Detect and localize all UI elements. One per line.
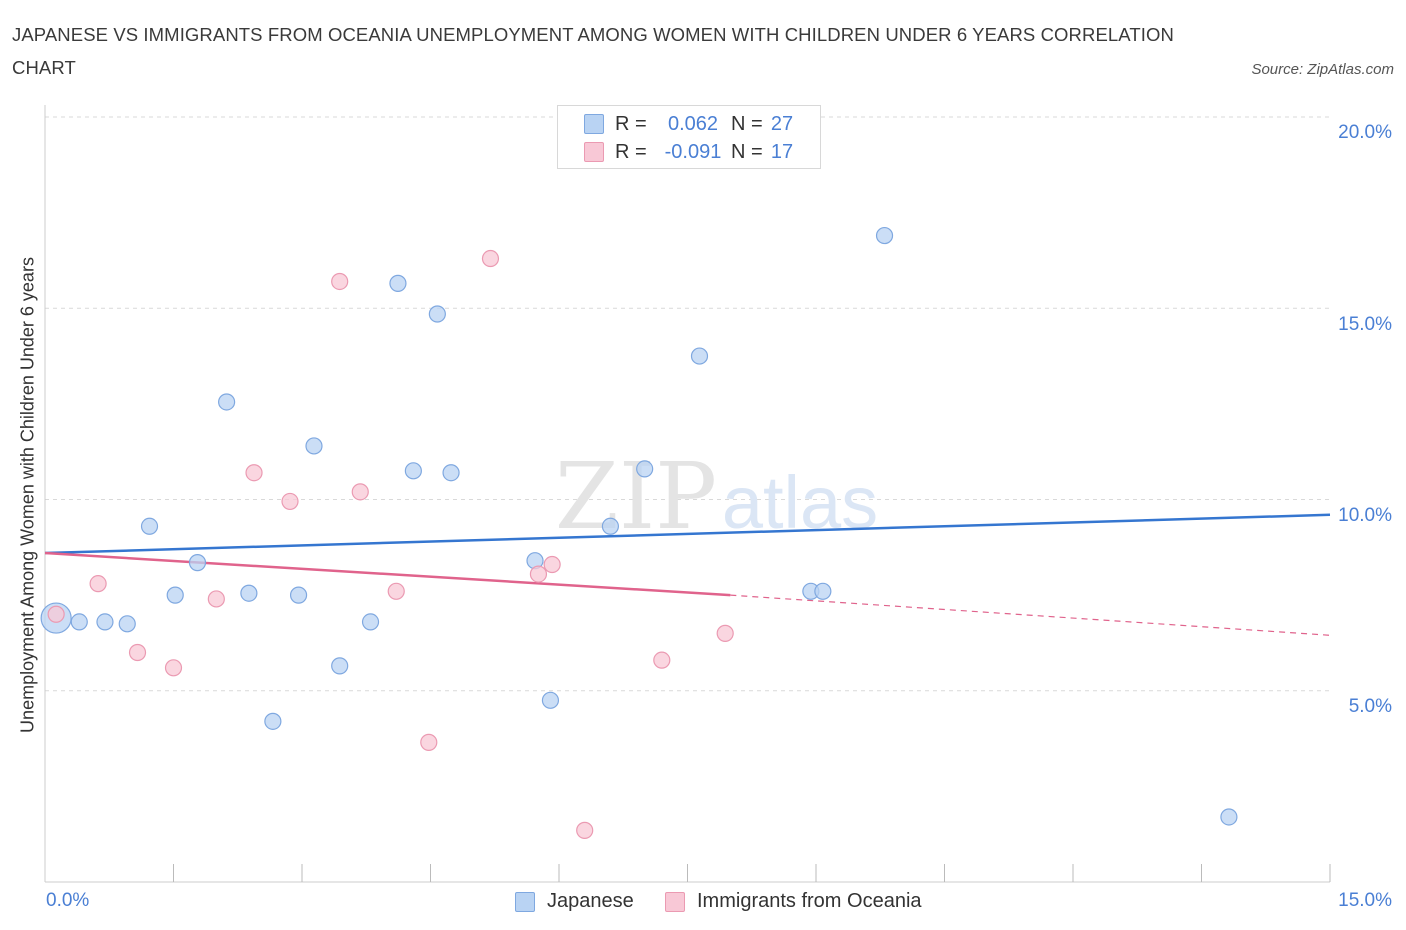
y-tick-label-5: 5.0%: [1348, 696, 1392, 717]
n-label: N =: [731, 112, 763, 135]
point-oceania: [576, 821, 594, 839]
legend-swatch-japanese: [584, 114, 604, 134]
point-japanese: [218, 393, 236, 411]
legend-label-japanese: Japanese: [547, 890, 634, 912]
n-label: N =: [731, 140, 763, 163]
source-label: Source: ZipAtlas.com: [1251, 61, 1394, 78]
point-oceania: [281, 492, 299, 511]
legend-item-oceania[interactable]: Immigrants from Oceania: [665, 890, 922, 913]
legend-swatch-oceania: [584, 142, 604, 162]
legend-swatch-japanese: [515, 891, 535, 912]
r-value: -0.091: [664, 140, 722, 163]
stats-legend-row-oceania: R = -0.091 N = 17: [584, 139, 797, 165]
n-value: 17: [770, 140, 794, 163]
point-japanese: [1220, 808, 1238, 826]
point-japanese: [636, 460, 654, 478]
point-japanese: [140, 517, 159, 535]
watermark-zip: ZIP: [555, 443, 717, 550]
point-japanese: [690, 347, 709, 365]
point-japanese: [601, 517, 620, 535]
point-japanese: [442, 464, 460, 482]
r-label: R =: [615, 112, 647, 135]
trend-line-japanese: [44, 513, 1331, 555]
x-tick-label-max: 15.0%: [1338, 890, 1392, 911]
point-japanese: [404, 462, 422, 480]
x-tick-label-min: 0.0%: [46, 890, 90, 911]
point-japanese: [541, 691, 560, 709]
point-japanese: [70, 613, 88, 631]
trend-line-oceania-extension: [730, 594, 1331, 636]
point-oceania: [245, 464, 263, 482]
y-tick-label-10: 10.0%: [1338, 505, 1392, 526]
point-oceania: [331, 272, 349, 291]
point-japanese: [188, 554, 207, 572]
legend-swatch-oceania: [665, 891, 685, 912]
point-oceania: [481, 249, 500, 268]
point-oceania: [387, 582, 405, 600]
point-japanese: [361, 613, 380, 631]
y-tick-label-20: 20.0%: [1338, 122, 1392, 143]
point-japanese: [875, 226, 894, 245]
y-axis-label: Unemployment Among Women with Children U…: [17, 257, 38, 733]
stats-legend-row-japanese: R = 0.062 N = 27: [584, 111, 797, 137]
legend-item-japanese[interactable]: Japanese: [515, 890, 634, 913]
point-oceania: [420, 733, 438, 751]
chart-title: JAPANESE VS IMMIGRANTS FROM OCEANIA UNEM…: [12, 24, 1174, 78]
point-oceania: [164, 659, 183, 677]
point-oceania: [207, 590, 225, 608]
point-oceania: [351, 483, 369, 501]
point-oceania: [89, 575, 107, 593]
point-oceania: [529, 565, 548, 583]
point-oceania: [47, 605, 65, 623]
point-japanese: [814, 582, 832, 600]
point-japanese: [166, 586, 184, 604]
point-japanese: [305, 437, 323, 455]
r-label: R =: [615, 140, 647, 163]
point-japanese: [428, 305, 446, 323]
point-oceania: [128, 643, 147, 662]
r-value: 0.062: [667, 112, 719, 135]
point-oceania: [653, 651, 671, 669]
y-tick-label-15: 15.0%: [1338, 314, 1392, 335]
series-legend: Japanese Immigrants from Oceania: [0, 888, 1406, 918]
point-japanese: [389, 274, 407, 292]
point-japanese: [264, 712, 282, 730]
n-value: 27: [770, 112, 794, 135]
point-japanese: [96, 613, 114, 631]
point-japanese: [289, 586, 308, 604]
stats-legend: R = 0.062 N = 27 R = -0.091 N = 17: [557, 105, 821, 169]
point-oceania: [543, 555, 561, 574]
point-japanese: [240, 584, 258, 602]
point-japanese: [118, 615, 136, 633]
trend-line-oceania: [44, 551, 731, 597]
point-oceania: [716, 624, 734, 642]
point-japanese: [331, 657, 349, 675]
legend-label-oceania: Immigrants from Oceania: [697, 890, 922, 912]
